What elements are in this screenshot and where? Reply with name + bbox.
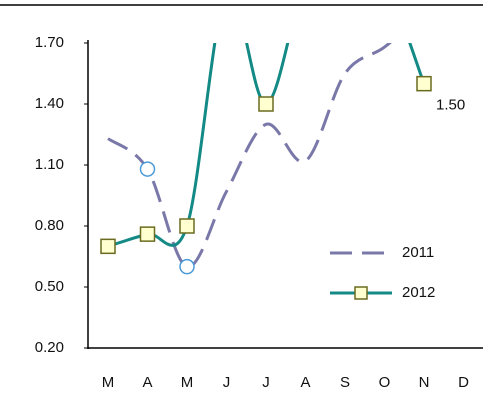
x-tick-label: M	[102, 374, 115, 391]
y-tick-label: 1.70	[35, 34, 64, 51]
x-tick-label: M	[181, 374, 194, 391]
marker	[139, 226, 156, 242]
legend-marker	[354, 286, 368, 300]
plot-area	[107, 43, 426, 269]
x-tick-label: S	[340, 374, 350, 391]
data-label: 1.50	[436, 97, 465, 114]
legend-label: 2012	[402, 284, 435, 301]
marker	[258, 96, 274, 112]
marker	[100, 238, 116, 255]
x-tick-label: N	[419, 374, 430, 391]
y-tick-label: 1.40	[35, 95, 64, 112]
x-tick-label: A	[300, 374, 310, 391]
y-tick-label: 0.80	[35, 217, 64, 234]
marker	[179, 218, 195, 234]
series-line	[107, 43, 426, 248]
y-tick-label: 0.50	[35, 278, 64, 295]
x-tick-label: A	[142, 374, 152, 391]
legend-label: 2011	[402, 244, 434, 261]
x-tick-label: J	[262, 374, 270, 391]
x-tick-label: O	[379, 374, 391, 391]
marker	[416, 75, 432, 92]
x-tick-label: D	[458, 374, 469, 391]
y-tick-label: 1.10	[35, 156, 64, 173]
series-line	[107, 43, 392, 269]
x-tick-label: J	[223, 374, 231, 391]
y-tick-label: 0.20	[35, 339, 64, 356]
marker	[179, 258, 195, 275]
marker	[139, 161, 156, 177]
